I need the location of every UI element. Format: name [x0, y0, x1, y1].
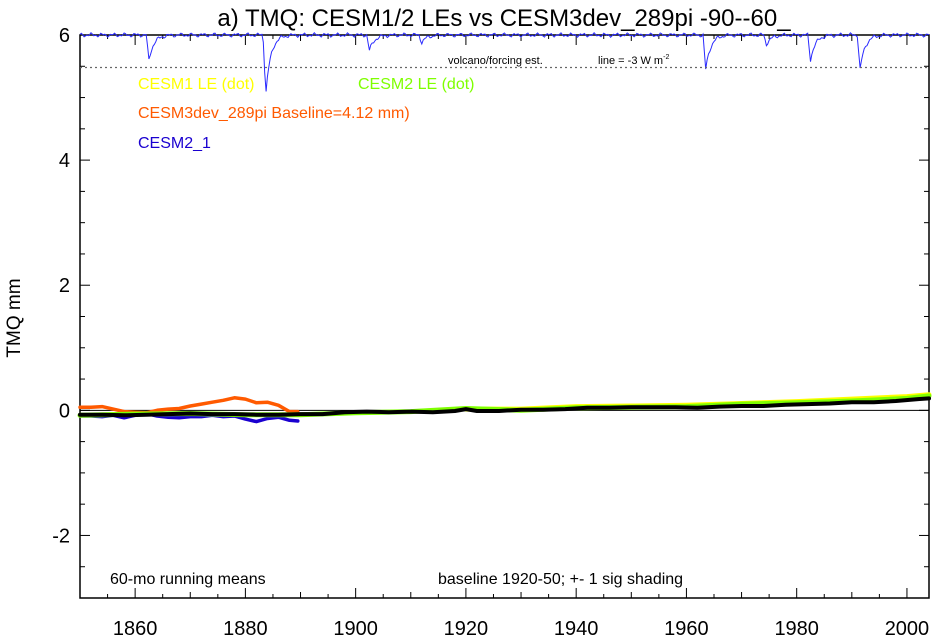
- x-tick-label: 1920: [444, 618, 489, 640]
- annotation-running-means: 60-mo running means: [110, 571, 266, 588]
- y-tick-label: -2: [52, 525, 70, 547]
- legend-cesm2-le: CESM2 LE (dot): [358, 76, 474, 93]
- series-line-0: [78, 396, 300, 415]
- x-tick-label: 1880: [223, 618, 268, 640]
- legend-cesm3dev: CESM3dev_289pi Baseline=4.12 mm): [138, 105, 410, 122]
- x-tick-label: 1860: [113, 618, 158, 640]
- y-tick-label: 2: [59, 275, 70, 297]
- line-label-main: line = -3 W m: [598, 55, 663, 67]
- x-tick-label: 1960: [664, 618, 709, 640]
- y-axis-label: TMQ mm: [4, 278, 25, 357]
- line-label-superscript: -2: [663, 54, 669, 61]
- y-tick-label: 6: [59, 25, 70, 47]
- x-tick-label: 1940: [554, 618, 599, 640]
- annotation-baseline: baseline 1920-50; +- 1 sig shading: [438, 571, 683, 588]
- x-tick-label: 1900: [333, 618, 378, 640]
- volcano-label: volcano/forcing est.: [448, 55, 543, 67]
- volcano-forcing-line: [79, 32, 930, 92]
- series-line-4: [78, 396, 931, 418]
- x-tick-label: 1980: [774, 618, 819, 640]
- chart-title: a) TMQ: CESM1/2 LEs vs CESM3dev_289pi -9…: [217, 5, 791, 32]
- plot-area: -2 0 2 4 6 1860 1880 1900 1920 1940 1960 1980 2000: [52, 25, 932, 640]
- line-label: line = -3 W m-2: [598, 54, 669, 67]
- y-tick-label: 0: [59, 400, 70, 422]
- legend-cesm2-1: CESM2_1: [138, 135, 211, 152]
- y-tick-label: 4: [59, 150, 70, 172]
- x-tick-label: 2000: [885, 618, 930, 640]
- legend-cesm1-le: CESM1 LE (dot): [138, 76, 254, 93]
